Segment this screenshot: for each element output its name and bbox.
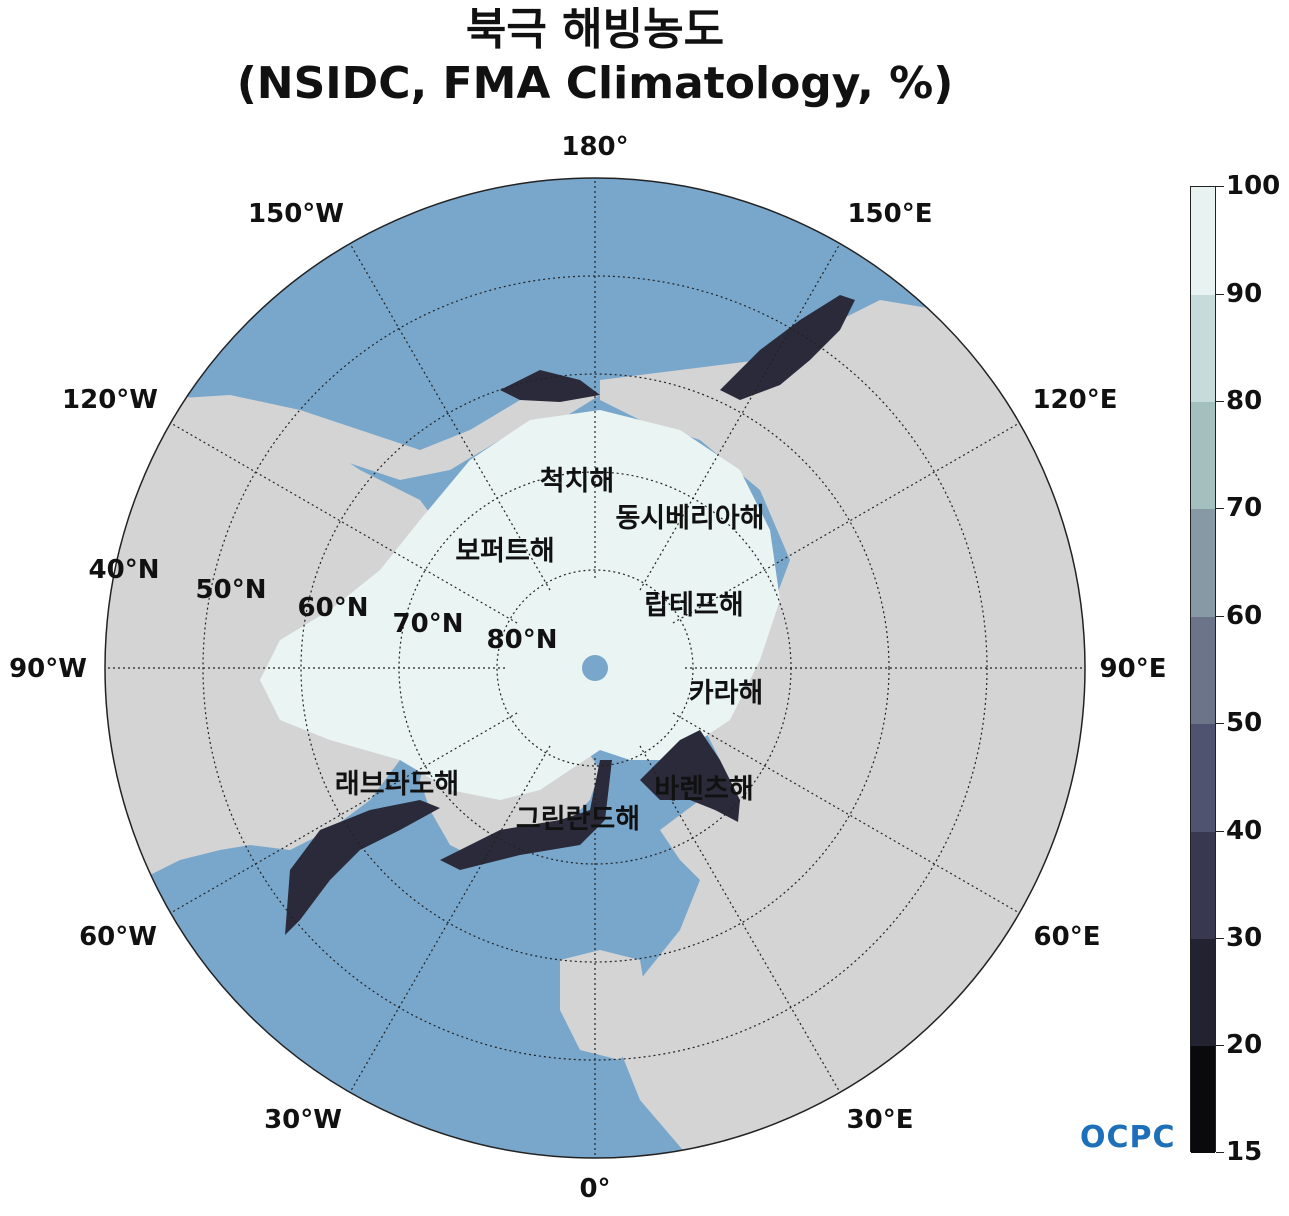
colorbar-tick [1216,401,1224,402]
ice-edge-labrador [285,800,440,935]
land-alaska [150,390,600,480]
meridian-label: 60°E [1034,922,1101,952]
colorbar-segment [1191,402,1215,509]
colorbar-tick [1216,186,1224,187]
ice-edge-barents [640,730,740,822]
colorbar-segment [1191,939,1215,1046]
polar-map: 180° 150°E 120°E 90°E 60°E 30°E 0° 30°W 60°W 90°W… [9,132,1167,1204]
meridian-label: 90°W [9,654,87,684]
colorbar [1190,186,1216,1153]
parallel-circle [496,569,694,767]
parallel-circle [300,373,890,963]
colorbar-tick-label: 100 [1226,171,1281,201]
colorbar-tick [1216,1045,1224,1046]
meridian-label: 0° [579,1174,610,1204]
meridian-line [639,243,841,591]
colorbar-tick-label: 70 [1226,493,1263,523]
map-title: 북극 해빙농도 [465,4,725,55]
map-subtitle: (NSIDC, FMA Climatology, %) [236,58,954,109]
meridian-line [349,745,551,1093]
colorbar-tick [1216,723,1224,724]
meridian-label: 150°E [847,199,932,229]
meridian-label: 30°W [264,1105,342,1135]
colorbar-tick [1216,1152,1224,1153]
region-label: 동시베리아해 [615,503,764,534]
parallel-label: 80°N [487,625,558,655]
colorbar-tick [1216,293,1224,295]
parallel-label: 70°N [393,609,464,639]
colorbar-tick-label: 90 [1226,278,1263,309]
colorbar-tick [1216,938,1224,939]
colorbar-tick-label: 50 [1226,708,1263,738]
region-label: 바렌츠해 [654,774,753,805]
meridian-line [170,422,518,624]
meridian-label: 120°E [1032,385,1117,415]
colorbar-segment [1191,187,1215,295]
colorbar-tick-label: 60 [1226,600,1263,631]
colorbar-tick [1216,830,1224,832]
region-label: 래브라도해 [335,769,459,800]
colorbar-tick-label: 15 [1226,1137,1263,1167]
ice-edge-okhotsk [720,295,855,400]
colorbar-segment [1191,724,1215,832]
meridian-label: 150°W [248,199,344,229]
colorbar-tick-label: 80 [1226,386,1263,416]
land-europe-south [560,950,650,1060]
region-label: 보퍼트해 [455,536,554,567]
parallel-label: 50°N [196,575,267,605]
region-label: 척치해 [540,466,615,497]
colorbar-segment [1191,831,1215,939]
parallel-label: 60°N [298,593,369,623]
meridian-line [672,422,1020,624]
graticule [105,178,1085,1158]
parallel-label: 40°N [89,555,160,585]
land-eurasia [600,300,1085,1158]
meridian-label: 90°E [1100,654,1167,684]
meridian-line [170,712,518,914]
colorbar-segment [1191,1046,1215,1153]
meridian-line [639,745,841,1093]
region-label: 카라해 [689,678,764,709]
colorbar-segment [1191,509,1215,617]
meridian-label: 120°W [62,385,158,415]
ice-edge-greenland [440,760,612,870]
region-label: 랍테프해 [644,590,743,621]
colorbar-tick [1216,615,1224,617]
colorbar-tick [1216,508,1224,509]
meridian-label: 60°W [79,922,157,952]
colorbar-segment [1191,616,1215,724]
map-boundary [104,177,1086,1159]
colorbar-tick-label: 30 [1226,923,1263,953]
colorbar-segment [1191,294,1215,402]
ocpc-logo: OCPC [1080,1120,1176,1155]
meridian-line [672,712,1020,914]
meridian-line [349,243,551,591]
meridian-label: 180° [561,132,628,162]
colorbar-tick-label: 40 [1226,815,1263,846]
pole-hole [582,655,608,681]
ice-edge-bering [500,370,600,402]
meridian-label: 30°E [847,1105,914,1135]
colorbar-tick-label: 20 [1226,1030,1263,1060]
region-label: 그린란드해 [516,804,640,835]
